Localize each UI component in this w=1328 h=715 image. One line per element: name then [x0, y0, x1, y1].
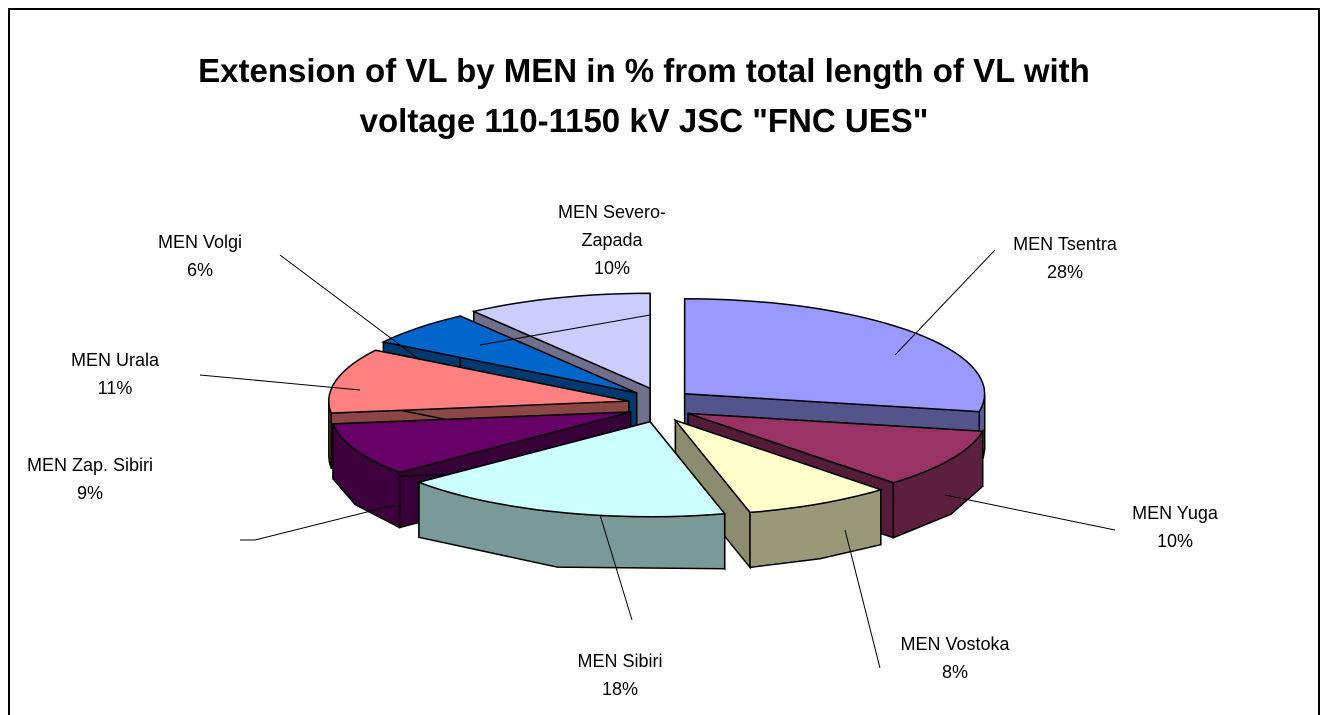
slice-top	[687, 412, 985, 484]
slice-value: 18%	[601, 679, 639, 699]
slice-top	[673, 418, 884, 514]
slice-top	[381, 315, 637, 394]
slice-value: 6%	[186, 260, 213, 280]
slice-label: MEN Volgi 6%	[120, 228, 280, 284]
slice-value: 9%	[76, 483, 103, 503]
slice-value: 11%	[97, 378, 133, 398]
leader-line	[479, 314, 651, 346]
slice-label: MEN Sibiri 18%	[540, 647, 700, 703]
slice-name: MEN Sibiri	[577, 651, 663, 671]
slice-value: 10%	[593, 258, 631, 278]
slice-label: MEN Yuga 10%	[1095, 499, 1255, 555]
slice-name: MEN Zap. Sibiri	[26, 455, 154, 475]
slice-value: 8%	[941, 662, 968, 682]
slice-label: MEN Tsentra 28%	[985, 230, 1145, 286]
chart-title: Extension of VL by MEN in % from total l…	[198, 52, 1090, 139]
leader-line	[279, 254, 421, 361]
leader-line	[944, 494, 1116, 531]
slice-top	[331, 411, 631, 474]
slice-name: MEN Volgi	[157, 232, 243, 252]
slice-top	[416, 420, 727, 518]
slice-name: MEN Tsentra	[1013, 234, 1117, 254]
leader-line	[240, 504, 396, 541]
slice-top	[683, 298, 986, 413]
slice-label: MEN Zap. Sibiri 9%	[5, 451, 175, 507]
slice-value: 28%	[1046, 262, 1084, 282]
slice	[416, 419, 727, 571]
slice-label: MEN Severo-Zapada 10%	[552, 198, 672, 282]
slice-name: MEN Urala	[70, 350, 159, 370]
leader-line	[894, 249, 996, 356]
slice-label: MEN Urala 11%	[35, 346, 195, 402]
slice-value: 10%	[1156, 531, 1194, 551]
slice-top	[328, 349, 629, 414]
slice-name: MEN Yuga	[1132, 503, 1218, 523]
slice-label: MEN Vostoka 8%	[870, 630, 1040, 686]
slice-top	[471, 292, 651, 390]
leader-line	[599, 514, 633, 621]
leader-line	[844, 529, 881, 669]
chart-frame	[8, 8, 1320, 715]
leader-line	[199, 374, 361, 391]
slice-name: MEN Severo-Zapada	[557, 202, 667, 250]
slice-name: MEN Vostoka	[900, 634, 1010, 654]
